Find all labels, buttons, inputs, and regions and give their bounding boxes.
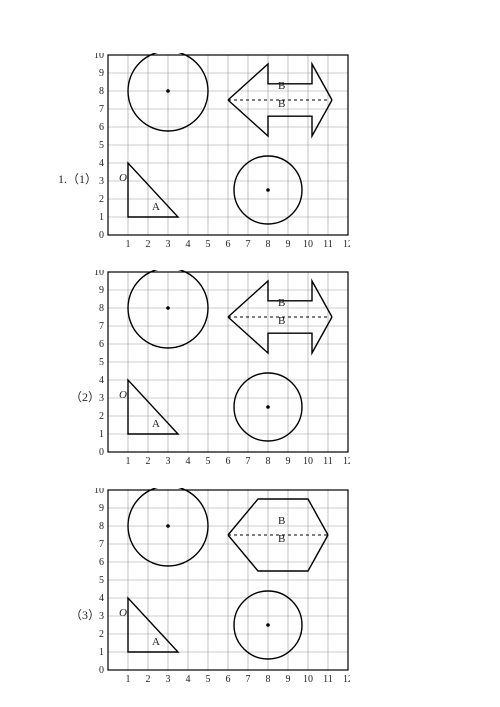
svg-text:8: 8 <box>266 456 271 467</box>
svg-text:B: B <box>278 515 285 527</box>
svg-text:3: 3 <box>99 611 104 622</box>
grid-panel: 012345678910123456789101112AOBB <box>86 270 350 468</box>
svg-text:1: 1 <box>99 212 104 223</box>
svg-text:A: A <box>152 201 160 213</box>
svg-text:A: A <box>152 418 160 430</box>
svg-text:4: 4 <box>186 239 191 250</box>
grid-panel: 012345678910123456789101112AOBB <box>86 53 350 251</box>
svg-text:7: 7 <box>99 321 104 332</box>
svg-text:7: 7 <box>99 104 104 115</box>
svg-text:5: 5 <box>206 239 211 250</box>
svg-text:4: 4 <box>186 674 191 685</box>
svg-text:O: O <box>119 607 127 619</box>
svg-text:12: 12 <box>343 456 350 467</box>
grid-panel: 012345678910123456789101112AOBB <box>86 488 350 686</box>
svg-text:10: 10 <box>303 239 313 250</box>
svg-text:6: 6 <box>226 239 231 250</box>
svg-text:2: 2 <box>99 194 104 205</box>
svg-text:O: O <box>119 172 127 184</box>
svg-text:5: 5 <box>206 456 211 467</box>
svg-text:2: 2 <box>146 239 151 250</box>
svg-text:10: 10 <box>303 456 313 467</box>
svg-text:9: 9 <box>99 285 104 296</box>
svg-text:1: 1 <box>126 456 131 467</box>
svg-text:8: 8 <box>266 674 271 685</box>
svg-text:9: 9 <box>99 68 104 79</box>
svg-text:4: 4 <box>99 593 104 604</box>
svg-text:10: 10 <box>303 674 313 685</box>
svg-text:11: 11 <box>323 239 333 250</box>
shapes: A O BB <box>119 270 332 441</box>
svg-text:10: 10 <box>94 270 104 278</box>
svg-text:3: 3 <box>166 456 171 467</box>
svg-text:0: 0 <box>99 447 104 458</box>
svg-text:2: 2 <box>99 411 104 422</box>
svg-text:O: O <box>119 389 127 401</box>
svg-text:4: 4 <box>186 456 191 467</box>
svg-text:1: 1 <box>99 429 104 440</box>
svg-text:7: 7 <box>246 674 251 685</box>
svg-text:6: 6 <box>226 456 231 467</box>
svg-text:B: B <box>278 98 285 110</box>
svg-text:1: 1 <box>99 647 104 658</box>
svg-text:8: 8 <box>266 239 271 250</box>
svg-text:3: 3 <box>166 674 171 685</box>
shapes: A O BB <box>119 53 332 224</box>
svg-text:2: 2 <box>99 629 104 640</box>
svg-text:6: 6 <box>226 674 231 685</box>
svg-text:8: 8 <box>99 521 104 532</box>
svg-text:0: 0 <box>99 230 104 241</box>
svg-text:10: 10 <box>94 488 104 496</box>
svg-text:5: 5 <box>99 575 104 586</box>
svg-text:4: 4 <box>99 375 104 386</box>
svg-text:1: 1 <box>126 674 131 685</box>
svg-text:0: 0 <box>99 665 104 676</box>
svg-text:A: A <box>152 636 160 648</box>
svg-text:12: 12 <box>343 674 350 685</box>
svg-text:1: 1 <box>126 239 131 250</box>
svg-text:7: 7 <box>99 539 104 550</box>
svg-text:B: B <box>278 297 285 309</box>
grid <box>108 490 348 670</box>
shapes: A O BB <box>119 488 328 659</box>
svg-text:9: 9 <box>99 503 104 514</box>
svg-text:3: 3 <box>99 393 104 404</box>
svg-text:9: 9 <box>286 239 291 250</box>
svg-text:B: B <box>278 80 285 92</box>
svg-text:7: 7 <box>246 456 251 467</box>
svg-text:2: 2 <box>146 456 151 467</box>
svg-text:3: 3 <box>99 176 104 187</box>
svg-text:5: 5 <box>206 674 211 685</box>
svg-text:2: 2 <box>146 674 151 685</box>
svg-text:12: 12 <box>343 239 350 250</box>
svg-text:8: 8 <box>99 303 104 314</box>
svg-text:3: 3 <box>166 239 171 250</box>
svg-text:11: 11 <box>323 456 333 467</box>
svg-text:5: 5 <box>99 140 104 151</box>
svg-text:B: B <box>278 315 285 327</box>
svg-text:4: 4 <box>99 158 104 169</box>
svg-text:11: 11 <box>323 674 333 685</box>
svg-text:6: 6 <box>99 339 104 350</box>
svg-text:6: 6 <box>99 122 104 133</box>
svg-text:10: 10 <box>94 53 104 61</box>
page-root: { "page": { "width": 500, "height": 707,… <box>0 0 500 707</box>
svg-text:7: 7 <box>246 239 251 250</box>
svg-text:B: B <box>278 533 285 545</box>
svg-text:9: 9 <box>286 674 291 685</box>
svg-text:5: 5 <box>99 357 104 368</box>
svg-text:8: 8 <box>99 86 104 97</box>
svg-text:6: 6 <box>99 557 104 568</box>
svg-text:9: 9 <box>286 456 291 467</box>
